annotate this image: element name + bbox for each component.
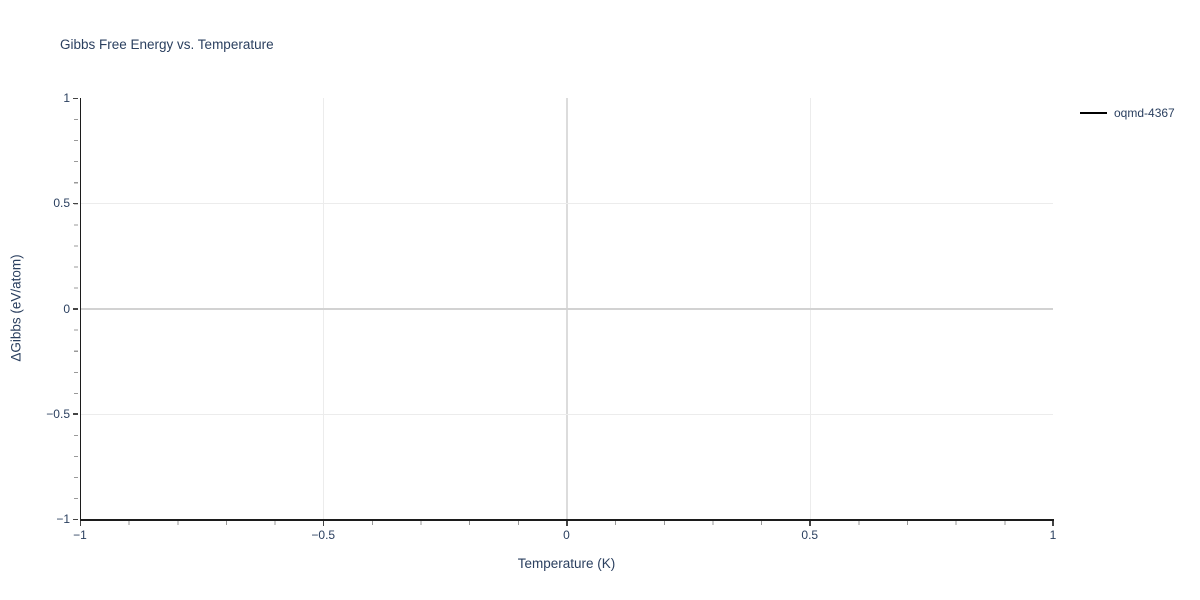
x-tick-label: −1 [73,528,87,542]
legend-line-sample-icon [1080,111,1107,115]
gridline-y-pos05 [80,203,1053,204]
x-tick-label: −0.5 [311,528,336,542]
x-major-tick [809,521,811,526]
y-tick-label: 1 [63,91,70,105]
chart-title: Gibbs Free Energy vs. Temperature [60,37,274,52]
y-axis-title: ΔGibbs (eV/atom) [8,254,24,362]
y-major-tick [73,97,78,99]
x-major-tick [566,521,568,526]
gridline-y-neg05 [80,414,1053,415]
y-major-tick [73,308,78,310]
legend-item-label: oqmd-4367 [1114,106,1175,120]
plot-area[interactable] [80,98,1054,521]
x-tick-label: 1 [1049,528,1057,542]
y-major-tick [73,413,78,415]
x-major-tick [1052,521,1054,526]
x-major-tick [79,521,81,526]
y-tick-label: 0.5 [53,196,70,211]
legend: oqmd-4367 [1080,106,1175,120]
legend-item-oqmd-4367[interactable]: oqmd-4367 [1080,106,1175,120]
y-major-tick [73,518,78,520]
x-tick-label: 0.5 [801,528,819,542]
y-major-tick [73,202,78,205]
y-tick-label: −1 [56,512,70,526]
x-tick-label: 0 [563,528,570,542]
x-major-tick [322,521,325,526]
y-tick-label: −0.5 [46,406,70,421]
x-axis-title: Temperature (K) [517,556,616,571]
zeroline-y [80,307,1053,310]
y-tick-label: 0 [63,301,70,316]
